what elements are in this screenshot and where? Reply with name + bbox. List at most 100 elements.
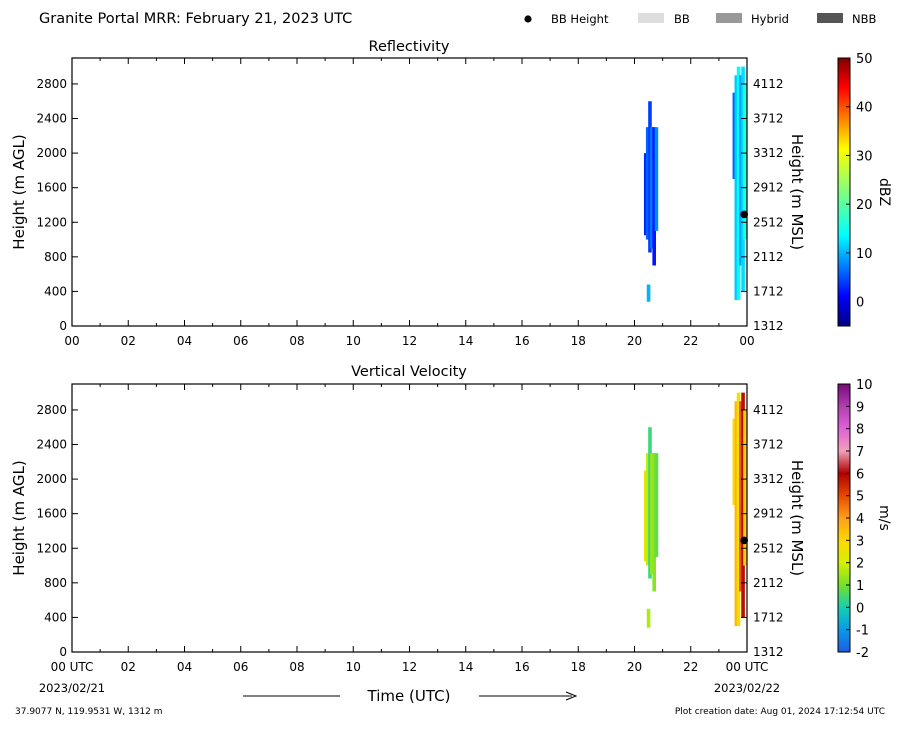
x-tick-label: 06 xyxy=(233,660,248,674)
echo-column xyxy=(645,453,650,566)
x-tick-label: 14 xyxy=(458,660,473,674)
x-tick-label: 14 xyxy=(458,334,473,348)
echo-column xyxy=(732,418,737,506)
reflectivity-colorbar-label: dBZ xyxy=(876,178,892,206)
figure-title: Granite Portal MRR: February 21, 2023 UT… xyxy=(39,11,352,27)
velocity-panel: Vertical Velocity 00 UTC 02 04 06 08 10 12 14 16… xyxy=(10,364,806,674)
colorbar-tick-label: 40 xyxy=(856,101,873,116)
echo-column xyxy=(646,608,651,628)
x-tick-label: 04 xyxy=(177,660,192,674)
colorbar-tick-label: 2 xyxy=(856,557,864,572)
reflectivity-bb-height xyxy=(740,210,748,219)
location-text: 37.9077 N, 119.9531 W, 1312 m xyxy=(15,707,163,717)
y-tick-label: 400 xyxy=(44,610,67,624)
y2-tick-label: 1312 xyxy=(753,645,784,659)
echo-column xyxy=(648,427,652,579)
x-tick-label: 16 xyxy=(514,334,529,348)
time-axis-label: Time (UTC) xyxy=(243,687,578,705)
echo-column xyxy=(646,284,651,302)
colorbar-tick-label: 1 xyxy=(856,579,864,594)
x-tick-label: 22 xyxy=(683,660,698,674)
arrow-right-head-icon xyxy=(565,691,578,701)
x-tick-label: 00 xyxy=(739,334,754,348)
y-tick-label: 2800 xyxy=(36,77,67,91)
reflectivity-panel: Reflectivity 00 02 04 06 08 10 12 14 16 18 20 22 00 … xyxy=(10,39,806,348)
x-tick-label: 02 xyxy=(121,334,136,348)
velocity-echoes xyxy=(643,392,747,628)
velocity-bb-height xyxy=(740,536,748,545)
y2-tick-label: 1712 xyxy=(753,610,784,624)
echo-column xyxy=(734,75,739,301)
legend-swatch-bb xyxy=(638,13,664,23)
y2-tick-label: 3712 xyxy=(753,112,784,126)
y-tick-label: 1600 xyxy=(36,507,67,521)
colorbar-tick-label: 10 xyxy=(856,378,873,393)
colorbar-tick-label: 8 xyxy=(856,423,864,438)
x-tick-label: 06 xyxy=(233,334,248,348)
colorbar-tick-label: 50 xyxy=(856,52,873,67)
x-tick-label: 04 xyxy=(177,334,192,348)
colorbar-tick-label: 6 xyxy=(856,467,864,482)
echo-column xyxy=(743,83,747,240)
x-axis-label: Time (UTC) xyxy=(367,687,451,705)
colorbar-tick-label: 3 xyxy=(856,534,864,549)
velocity-y2-axis: 1312 1712 2112 2512 2912 3312 3712 4112 xyxy=(741,403,784,659)
reflectivity-title: Reflectivity xyxy=(369,39,450,55)
y-tick-label: 800 xyxy=(44,250,67,264)
colorbar-tick-label: -1 xyxy=(856,624,869,639)
bb-height-marker xyxy=(740,210,748,219)
velocity-colorbar: -2 -1 0 1 2 3 4 5 6 7 8 9 10 m/s xyxy=(837,378,892,661)
reflectivity-ylabel: Height (m AGL) xyxy=(10,134,28,249)
x-tick-label: 10 xyxy=(346,660,361,674)
y2-tick-label: 3712 xyxy=(753,438,784,452)
echo-column xyxy=(645,127,650,240)
x-tick-label: 00 UTC xyxy=(51,660,94,674)
x-tick-label: 22 xyxy=(683,334,698,348)
echo-column xyxy=(648,101,652,253)
legend-dot-bb-height xyxy=(524,15,532,23)
echo-column xyxy=(650,453,654,575)
colorbar-tick-label: 10 xyxy=(856,247,873,262)
legend-label-nbb: NBB xyxy=(852,12,876,26)
y-tick-label: 0 xyxy=(59,645,67,659)
y2-tick-label: 2112 xyxy=(753,576,784,590)
colorbar-tick-label: 7 xyxy=(856,445,864,460)
velocity-colorbar-label: m/s xyxy=(876,505,892,531)
start-date: 2023/02/21 xyxy=(39,681,105,695)
echo-column xyxy=(743,409,747,566)
y-tick-label: 2000 xyxy=(36,146,67,160)
x-tick-label: 20 xyxy=(627,660,642,674)
velocity-x-axis: 00 UTC 02 04 06 08 10 12 14 16 18 20 22 00 UTC xyxy=(51,384,768,674)
y2-tick-label: 3312 xyxy=(753,472,784,486)
echo-column xyxy=(741,66,745,292)
colorbar-tick-label: 0 xyxy=(856,601,864,616)
colorbar-tick-label: 20 xyxy=(856,198,873,213)
y-tick-label: 1200 xyxy=(36,541,67,555)
x-tick-label: 12 xyxy=(402,334,417,348)
y2-tick-label: 1312 xyxy=(753,319,784,333)
echo-column xyxy=(654,127,659,231)
legend-label-bb: BB xyxy=(674,12,690,26)
y-tick-label: 800 xyxy=(44,576,67,590)
legend-swatch-hybrid xyxy=(716,13,742,23)
reflectivity-x-axis: 00 02 04 06 08 10 12 14 16 18 20 22 00 xyxy=(64,58,755,348)
y-tick-label: 1200 xyxy=(36,215,67,229)
echo-column xyxy=(652,127,656,266)
colorbar-tick-label: 9 xyxy=(856,400,864,415)
x-tick-label: 18 xyxy=(571,660,586,674)
x-tick-label: 08 xyxy=(289,334,304,348)
colorbar-tick-label: 30 xyxy=(856,149,873,164)
velocity-y2label: Height (m MSL) xyxy=(788,460,806,576)
echo-column xyxy=(654,453,659,557)
y2-tick-label: 4112 xyxy=(753,77,784,91)
legend: BB Height BB Hybrid NBB xyxy=(524,12,876,26)
colorbar-tick-label: 5 xyxy=(856,490,864,505)
echo-column xyxy=(652,453,656,592)
reflectivity-echoes xyxy=(643,66,747,302)
y2-tick-label: 2112 xyxy=(753,250,784,264)
echo-column xyxy=(643,153,648,236)
y2-tick-label: 2512 xyxy=(753,215,784,229)
y-tick-label: 2800 xyxy=(36,403,67,417)
x-tick-label: 12 xyxy=(402,660,417,674)
